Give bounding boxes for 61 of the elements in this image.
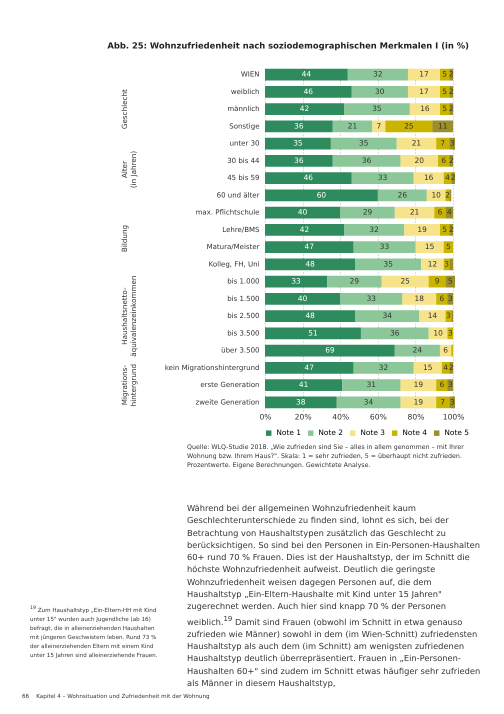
- bar: [352, 172, 414, 184]
- bar: [265, 155, 333, 167]
- bar: [265, 68, 348, 80]
- bar: [342, 379, 400, 391]
- bar: [360, 328, 429, 340]
- bar: [330, 138, 397, 150]
- bar: [436, 138, 450, 150]
- bar: [355, 310, 420, 322]
- bar: [336, 396, 400, 408]
- bar: [408, 68, 440, 80]
- bar: [396, 138, 436, 150]
- bar: [265, 379, 342, 391]
- bar: [265, 103, 344, 115]
- bar: [265, 206, 340, 218]
- bar: [352, 86, 408, 98]
- bar: [394, 344, 440, 356]
- bar: [414, 362, 442, 374]
- bar: [348, 68, 408, 80]
- bar: [414, 172, 444, 184]
- bar: [265, 293, 340, 305]
- bar: [265, 138, 331, 150]
- bar: [344, 103, 410, 115]
- bar: [428, 276, 446, 288]
- bar: [340, 206, 395, 218]
- bar: [378, 190, 427, 202]
- bar: [353, 241, 416, 253]
- bar: [332, 120, 372, 132]
- bar: [265, 224, 344, 236]
- bar: [382, 276, 429, 288]
- bar: [265, 172, 352, 184]
- bar: [265, 258, 356, 270]
- bar: [265, 310, 356, 322]
- bar: [385, 120, 432, 132]
- bar: [327, 276, 382, 288]
- bar: [394, 206, 434, 218]
- bar: [353, 362, 414, 374]
- bar: [265, 328, 361, 340]
- bar: [449, 258, 454, 270]
- bar: [344, 224, 404, 236]
- bar: [265, 276, 328, 288]
- bar: [355, 258, 422, 270]
- bar: [265, 190, 378, 202]
- bar: [340, 293, 402, 305]
- bar: [404, 224, 440, 236]
- bar: [265, 344, 395, 356]
- bar: [265, 396, 336, 408]
- bar: [372, 120, 386, 132]
- bar: [265, 241, 354, 253]
- bar: [400, 396, 436, 408]
- chart-title: Abb. 25: Wohnzufriedenheit nach soziodemographischen Merkmalen I (in %): [107, 40, 470, 51]
- text: Während bei der allgemeinen Wohnzufriedenheit kaum Geschlechterunterschiede zu finden sind, lohnt es sich, bei der Betrachtung von Haushaltstypen zusätzlich das Geschlecht zu berücksichtigen. So sind bei den Personen in Ein-Personen-Haushalten 60+ rund 70 % Frauen. Dies ist der Haushaltstyp, der im Schnitt die höchste Wohnzufriedenheit aufweist. Deutlich die geringste Wohnzufriedenheit weisen dagegen Personen auf, die dem Haushaltstyp „Ein-Eltern-Haushalte mit Kind unter 15 Jahren" zugerechnet werden. Auch hier sind knapp 70 % der Personen weiblich.$^{19}$ Damit sind Frauen (obwohl im Schnitt in etwa genauso zufrieden wie Männer) sowohl in dem (im Wien-Schnitt) zufriedensten Haushaltstyp als auch dem (im Schnitt) am wenigsten zufriedenen Haushaltstyp deutlich überrepräsentiert. Frauen in „Ein-Personen-Haushalten 60+" sind zudem im Schnitt etwas häufiger sehr zufrieden als Männer in diesem Haushaltstyp,: [187, 503, 480, 688]
- bar: [408, 86, 440, 98]
- bar: [436, 396, 450, 408]
- bar: [265, 120, 333, 132]
- bar: [402, 293, 436, 305]
- bar: [265, 362, 354, 374]
- bar: [265, 86, 352, 98]
- bar: [332, 155, 400, 167]
- bar: [410, 103, 440, 115]
- bar: [400, 155, 438, 167]
- bar: [400, 379, 436, 391]
